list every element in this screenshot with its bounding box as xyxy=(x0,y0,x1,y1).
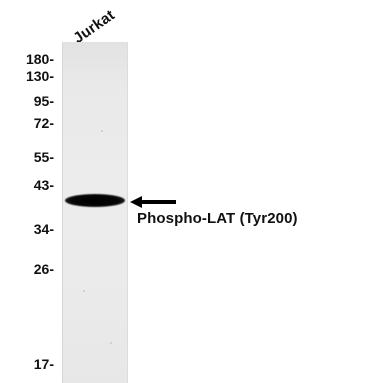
marker-label: 26- xyxy=(33,261,54,277)
marker-label: 95- xyxy=(33,93,54,109)
marker-label: 72- xyxy=(33,115,54,131)
band-label: Phospho-LAT (Tyr200) xyxy=(137,210,298,227)
marker-label: 17- xyxy=(33,356,54,372)
blot-membrane xyxy=(62,42,128,383)
marker-label: 43- xyxy=(33,177,54,193)
marker-label: 180- xyxy=(25,51,54,67)
marker-label: 55- xyxy=(33,149,54,165)
lane-label: Jurkat xyxy=(70,6,118,48)
membrane-speck xyxy=(83,290,85,292)
membrane-speck xyxy=(101,130,103,132)
marker-label: 34- xyxy=(33,221,54,237)
membrane-speck xyxy=(110,342,112,344)
marker-label: 130- xyxy=(25,68,54,84)
left-arrow-icon xyxy=(130,196,176,208)
protein-band xyxy=(65,194,125,207)
